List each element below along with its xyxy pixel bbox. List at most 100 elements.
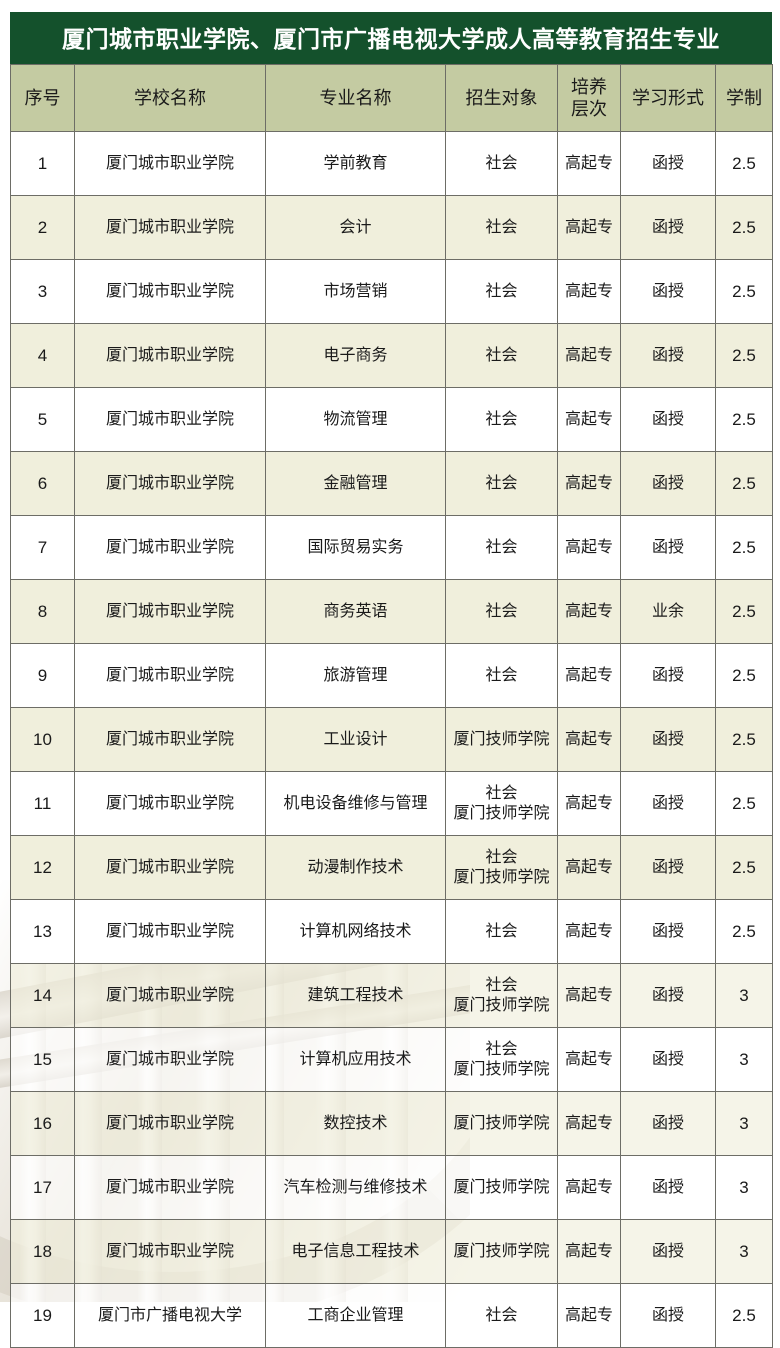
cell-form: 函授 — [620, 195, 716, 260]
cell-level: 高起专 — [557, 195, 621, 260]
cell-target: 社会 厦门技师学院 — [445, 835, 558, 900]
cell-target: 厦门技师学院 — [445, 1219, 558, 1284]
admissions-table: 序号 学校名称 专业名称 招生对象 培养 层次 学习形式 学制 1 厦门城市职业学… — [10, 64, 773, 1348]
cell-no: 14 — [10, 963, 75, 1028]
cell-no: 4 — [10, 323, 75, 388]
cell-no: 10 — [10, 707, 75, 772]
table-row: 17 厦门城市职业学院 汽车检测与维修技术 厦门技师学院 高起专 函授 3 — [10, 1155, 773, 1220]
cell-target: 社会 — [445, 899, 558, 964]
cell-school: 厦门城市职业学院 — [74, 451, 266, 516]
cell-no: 19 — [10, 1283, 75, 1348]
cell-school: 厦门城市职业学院 — [74, 1219, 266, 1284]
cell-school: 厦门市广播电视大学 — [74, 1283, 266, 1348]
cell-form: 函授 — [620, 963, 716, 1028]
cell-major: 会计 — [265, 195, 446, 260]
cell-major: 电子商务 — [265, 323, 446, 388]
cell-major: 建筑工程技术 — [265, 963, 446, 1028]
cell-major: 计算机应用技术 — [265, 1027, 446, 1092]
cell-school: 厦门城市职业学院 — [74, 1091, 266, 1156]
cell-major: 工业设计 — [265, 707, 446, 772]
cell-school: 厦门城市职业学院 — [74, 643, 266, 708]
cell-target: 社会 — [445, 323, 558, 388]
cell-system: 3 — [715, 1027, 773, 1092]
table-row: 5 厦门城市职业学院 物流管理 社会 高起专 函授 2.5 — [10, 387, 773, 452]
cell-target: 厦门技师学院 — [445, 1091, 558, 1156]
cell-system: 2.5 — [715, 899, 773, 964]
cell-major: 计算机网络技术 — [265, 899, 446, 964]
table-row: 18 厦门城市职业学院 电子信息工程技术 厦门技师学院 高起专 函授 3 — [10, 1219, 773, 1284]
cell-target: 社会 厦门技师学院 — [445, 771, 558, 836]
table-row: 4 厦门城市职业学院 电子商务 社会 高起专 函授 2.5 — [10, 323, 773, 388]
cell-form: 函授 — [620, 131, 716, 196]
cell-no: 2 — [10, 195, 75, 260]
column-header-system: 学制 — [715, 64, 773, 132]
cell-system: 3 — [715, 1155, 773, 1220]
cell-no: 5 — [10, 387, 75, 452]
cell-system: 2.5 — [715, 195, 773, 260]
table-row: 16 厦门城市职业学院 数控技术 厦门技师学院 高起专 函授 3 — [10, 1091, 773, 1156]
cell-major: 商务英语 — [265, 579, 446, 644]
cell-target: 社会 — [445, 643, 558, 708]
cell-system: 2.5 — [715, 387, 773, 452]
column-header-school: 学校名称 — [74, 64, 266, 132]
cell-level: 高起专 — [557, 323, 621, 388]
cell-major: 国际贸易实务 — [265, 515, 446, 580]
cell-school: 厦门城市职业学院 — [74, 259, 266, 324]
cell-system: 2.5 — [715, 643, 773, 708]
cell-form: 函授 — [620, 259, 716, 324]
cell-major: 动漫制作技术 — [265, 835, 446, 900]
cell-level: 高起专 — [557, 1219, 621, 1284]
table-row: 9 厦门城市职业学院 旅游管理 社会 高起专 函授 2.5 — [10, 643, 773, 708]
cell-level: 高起专 — [557, 131, 621, 196]
cell-system: 2.5 — [715, 771, 773, 836]
cell-system: 2.5 — [715, 131, 773, 196]
cell-system: 2.5 — [715, 515, 773, 580]
cell-no: 7 — [10, 515, 75, 580]
table-row: 14 厦门城市职业学院 建筑工程技术 社会 厦门技师学院 高起专 函授 3 — [10, 963, 773, 1028]
cell-form: 函授 — [620, 835, 716, 900]
table-row: 8 厦门城市职业学院 商务英语 社会 高起专 业余 2.5 — [10, 579, 773, 644]
cell-form: 业余 — [620, 579, 716, 644]
cell-system: 2.5 — [715, 1283, 773, 1348]
cell-school: 厦门城市职业学院 — [74, 771, 266, 836]
cell-level: 高起专 — [557, 1155, 621, 1220]
cell-form: 函授 — [620, 451, 716, 516]
cell-level: 高起专 — [557, 771, 621, 836]
cell-level: 高起专 — [557, 707, 621, 772]
cell-no: 17 — [10, 1155, 75, 1220]
cell-school: 厦门城市职业学院 — [74, 899, 266, 964]
cell-level: 高起专 — [557, 835, 621, 900]
cell-form: 函授 — [620, 1219, 716, 1284]
cell-school: 厦门城市职业学院 — [74, 387, 266, 452]
cell-form: 函授 — [620, 515, 716, 580]
cell-level: 高起专 — [557, 579, 621, 644]
cell-form: 函授 — [620, 1027, 716, 1092]
cell-school: 厦门城市职业学院 — [74, 515, 266, 580]
table-row: 2 厦门城市职业学院 会计 社会 高起专 函授 2.5 — [10, 195, 773, 260]
cell-form: 函授 — [620, 1091, 716, 1156]
column-header-no: 序号 — [10, 64, 75, 132]
cell-level: 高起专 — [557, 1027, 621, 1092]
cell-major: 市场营销 — [265, 259, 446, 324]
cell-level: 高起专 — [557, 899, 621, 964]
cell-form: 函授 — [620, 771, 716, 836]
cell-target: 社会 厦门技师学院 — [445, 963, 558, 1028]
cell-school: 厦门城市职业学院 — [74, 1027, 266, 1092]
cell-system: 2.5 — [715, 323, 773, 388]
page-title: 厦门城市职业学院、厦门市广播电视大学成人高等教育招生专业 — [10, 12, 772, 64]
column-header-major: 专业名称 — [265, 64, 446, 132]
cell-level: 高起专 — [557, 387, 621, 452]
cell-major: 物流管理 — [265, 387, 446, 452]
cell-no: 12 — [10, 835, 75, 900]
cell-level: 高起专 — [557, 963, 621, 1028]
cell-target: 社会 — [445, 1283, 558, 1348]
cell-school: 厦门城市职业学院 — [74, 579, 266, 644]
cell-system: 3 — [715, 1219, 773, 1284]
cell-major: 工商企业管理 — [265, 1283, 446, 1348]
cell-system: 2.5 — [715, 259, 773, 324]
table-body: 1 厦门城市职业学院 学前教育 社会 高起专 函授 2.5 2 厦门城市职业学院 会计 社会 高起专函… — [10, 131, 773, 1348]
table-row: 6 厦门城市职业学院 金融管理 社会 高起专 函授 2.5 — [10, 451, 773, 516]
cell-system: 2.5 — [715, 451, 773, 516]
cell-school: 厦门城市职业学院 — [74, 323, 266, 388]
cell-form: 函授 — [620, 707, 716, 772]
